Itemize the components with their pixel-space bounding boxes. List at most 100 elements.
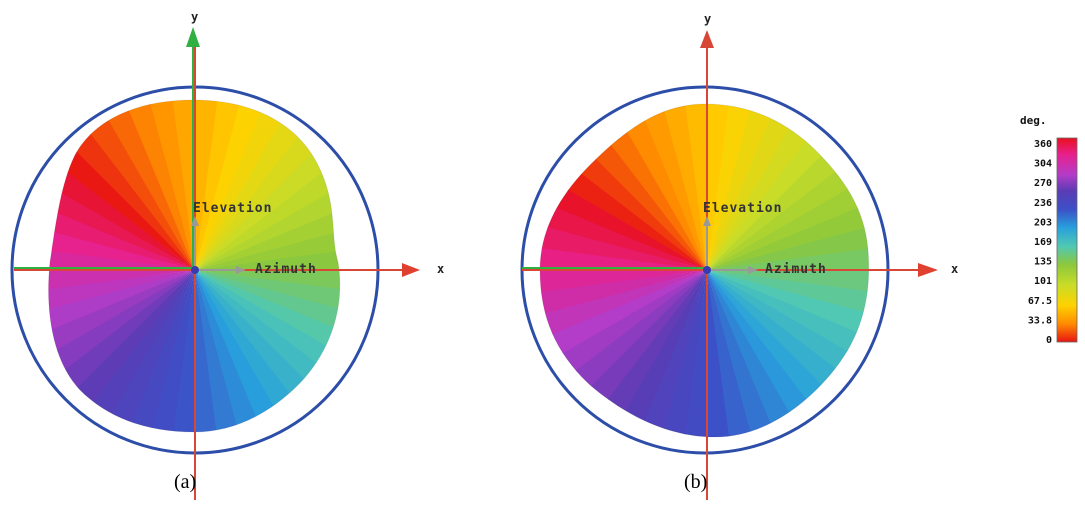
phase-sector-b-sector (707, 104, 807, 270)
phase-sector-b-sector (707, 270, 867, 437)
phase-sector-a-sector (195, 270, 340, 432)
legend-tick-label: 135 (1034, 257, 1052, 268)
phase-sector-a-sector (93, 100, 195, 270)
phase-sector-b-sector (638, 104, 707, 270)
phase-sector-a-sector (48, 236, 195, 272)
phase-sector-a-sector (48, 270, 195, 432)
legend-tick-label: 33.8 (1028, 315, 1052, 326)
phase-sector-a-sector (195, 201, 340, 270)
phase-sector-b-sector (707, 104, 775, 270)
phase-sector-b-sector (639, 270, 707, 437)
legend-tick-label: 101 (1034, 276, 1052, 287)
phase-sector-b-sector (540, 140, 707, 270)
phase-sector-a-sector (48, 270, 195, 432)
phase-sector-b-sector (607, 270, 707, 437)
phase-sector-b-sector (575, 104, 707, 270)
phase-sector-b-sector (707, 270, 869, 370)
phase-sector-b-sector (540, 270, 707, 339)
panel-caption-a: (a) (174, 471, 196, 493)
phase-sector-a-sector (161, 270, 197, 432)
phase-sector-b-sector (707, 270, 869, 400)
origin-a (191, 266, 199, 274)
panel-caption-b: (b) (684, 471, 707, 493)
legend-tick-label: 304 (1034, 159, 1052, 170)
phase-sector-b-sector (707, 268, 869, 304)
phase-sector-a-sector (195, 270, 340, 370)
phase-sector-b-sector (705, 104, 741, 270)
phase-sector-a-sector (195, 270, 340, 429)
phase-sector-a-sector (126, 100, 195, 270)
x-axis-arrow-b (918, 263, 938, 277)
x-axis-arrow-a (402, 263, 420, 277)
phase-sector-a-sector (195, 268, 340, 304)
elevation-label-a: Elevation (193, 201, 272, 216)
phase-sector-a-sector (48, 111, 195, 270)
phase-sector-b-sector (707, 270, 839, 437)
phase-sector-b-sector (548, 270, 707, 437)
legend-tick-label: 67.5 (1028, 296, 1052, 307)
elevation-marker-head-b (703, 216, 711, 226)
color-legend: deg. 360 304 270 236 203 169 135 101 67.5 33.8 0 (1020, 114, 1078, 346)
phase-sector-a-sector (195, 100, 340, 270)
y-axis-letter-a: y (191, 10, 198, 24)
phase-sector-b-sector (707, 104, 866, 270)
y-axis-arrow-a (186, 27, 200, 47)
phase-sector-b-sector (540, 270, 707, 402)
legend-ticks: 360 304 270 236 203 169 135 101 67.5 33.8 0 (1028, 139, 1052, 346)
phase-sector-a-sector (195, 138, 340, 270)
phase-sector-a-sector (195, 168, 340, 270)
azimuth-marker-head-a (236, 266, 246, 274)
x-axis-letter-b: x (951, 262, 958, 276)
phase-sector-a-sector (48, 100, 195, 270)
phase-sector-a-sector (95, 270, 195, 432)
legend-tick-label: 203 (1034, 217, 1052, 228)
azimuth-marker-head-b (748, 266, 758, 274)
legend-tick-label: 270 (1034, 178, 1052, 189)
surface-outline-b (539, 103, 870, 438)
phase-sector-a-sector (127, 270, 195, 432)
phase-sector-b-sector (673, 270, 709, 437)
legend-tick-label: 0 (1046, 335, 1052, 346)
phase-sector-a-sector (195, 100, 325, 270)
phase-sector-b-sector (707, 270, 869, 338)
phase-sector-b-sector (540, 111, 707, 270)
phase-sector-a-sector (195, 270, 340, 400)
panel-b: y x Elevation Azimuth (b) (520, 12, 958, 500)
phase-surface-a (48, 100, 340, 432)
phase-sector-a-sector (48, 270, 195, 430)
phase-sector-a-sector (195, 270, 264, 432)
origin-b (703, 266, 711, 274)
elevation-label-b: Elevation (703, 201, 782, 216)
x-axis-letter-a: x (437, 262, 444, 276)
phase-sector-b-sector (540, 202, 707, 270)
phase-sector-a-sector (195, 270, 340, 338)
phase-sector-a-sector (63, 100, 195, 270)
phase-sector-a-sector (48, 140, 195, 270)
phase-sector-b-sector (707, 110, 869, 270)
phase-sector-a-sector (193, 100, 229, 270)
phase-sector-b-sector (707, 138, 869, 270)
phase-sector-b-sector (540, 236, 707, 272)
phase-sector-a-sector (195, 270, 297, 432)
legend-tick-label: 360 (1034, 139, 1052, 150)
phase-sector-a-sector (195, 100, 295, 270)
y-axis-arrow-b (700, 30, 714, 48)
phase-sector-a-sector (48, 270, 195, 372)
phase-sector-a-sector (48, 202, 195, 270)
phase-sector-b-sector (540, 270, 707, 430)
phase-sector-b-sector (577, 270, 707, 437)
phase-sector-b-sector (707, 168, 869, 270)
panel-a: y x Elevation Azimuth (a) (10, 10, 444, 500)
phase-sector-b-sector (707, 270, 776, 437)
phase-sector-a-sector (65, 270, 195, 432)
phase-sector-b-sector (707, 201, 869, 270)
legend-tick-label: 236 (1034, 198, 1052, 209)
legend-colorbar (1056, 137, 1078, 343)
phase-sector-a-sector (195, 100, 263, 270)
phase-sector-b-sector (547, 104, 707, 270)
phase-sector-a-sector (195, 270, 340, 432)
phase-sector-b-sector (540, 170, 707, 270)
azimuth-label-b: Azimuth (765, 262, 827, 277)
legend-tick-label: 169 (1034, 237, 1052, 248)
